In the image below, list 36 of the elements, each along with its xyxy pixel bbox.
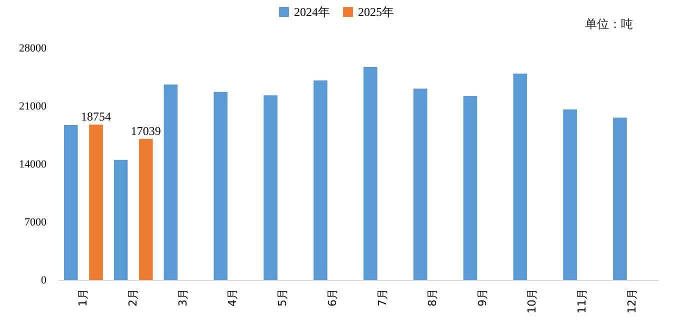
bar (363, 67, 378, 280)
bar (314, 80, 328, 280)
legend-label: 2025年 (358, 5, 394, 19)
bar (89, 124, 103, 280)
text: 单位：吨 (585, 17, 633, 31)
data-label: 18754 (81, 110, 112, 124)
bar (114, 160, 128, 280)
bar (563, 109, 577, 280)
y-tick-label: 14000 (19, 158, 47, 170)
bar (264, 95, 278, 280)
x-tick-label: 1月 (76, 288, 90, 306)
x-tick-label: 8月 (426, 288, 439, 306)
bar (64, 125, 78, 280)
bar (613, 118, 627, 280)
bar (463, 96, 478, 280)
x-tick-label: 12月 (626, 288, 639, 314)
data-label: 17039 (130, 124, 161, 138)
x-tick-label: 4月 (226, 288, 240, 306)
x-tick-label: 7月 (376, 288, 389, 306)
x-tick-label: 5月 (276, 288, 290, 306)
y-tick-label: 0 (41, 274, 47, 286)
bar (413, 88, 428, 280)
y-tick-label: 28000 (19, 42, 47, 54)
x-tick-label: 3月 (176, 288, 190, 306)
x-tick-label: 10月 (526, 288, 539, 314)
bar (164, 84, 178, 280)
bar (513, 74, 528, 280)
x-tick-label: 2月 (126, 288, 140, 306)
x-tick-label: 11月 (576, 288, 589, 314)
y-tick-label: 7000 (24, 216, 47, 228)
bar (214, 92, 228, 280)
bar (139, 138, 153, 280)
legend-label: 2024年 (294, 5, 330, 19)
x-tick-label: 6月 (326, 288, 340, 306)
y-tick-label: 21000 (19, 100, 47, 112)
x-tick-label: 9月 (476, 288, 489, 306)
